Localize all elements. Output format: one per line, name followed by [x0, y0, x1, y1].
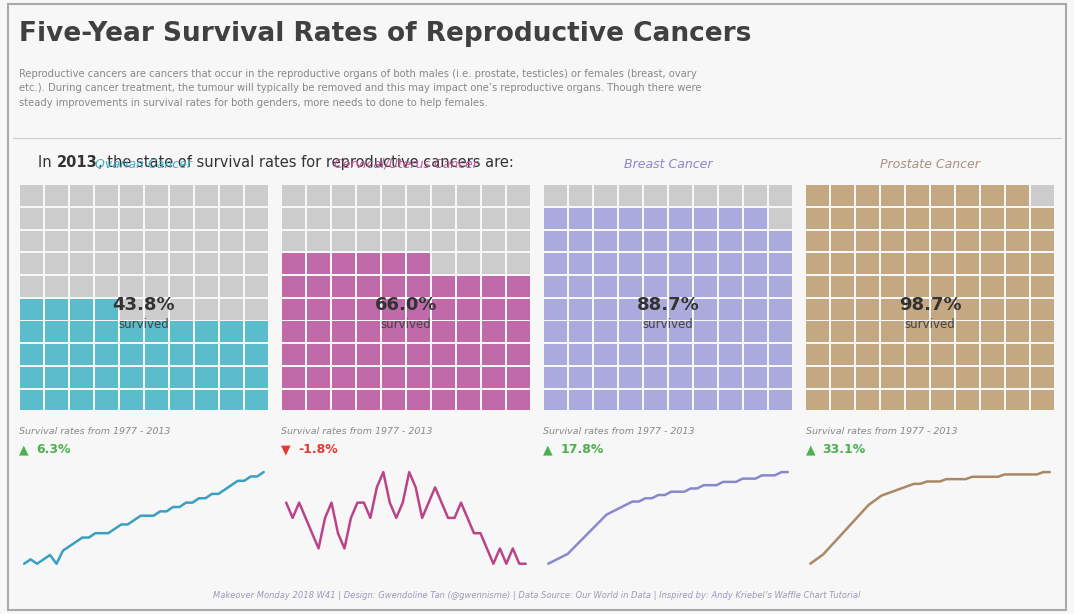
- Text: ▲: ▲: [806, 443, 819, 456]
- Text: Breast Cancer: Breast Cancer: [624, 158, 712, 171]
- Text: Survival rates from 1977 - 2013: Survival rates from 1977 - 2013: [806, 427, 957, 436]
- Text: -1.8%: -1.8%: [299, 443, 338, 456]
- Text: Survival rates from 1977 - 2013: Survival rates from 1977 - 2013: [19, 427, 171, 436]
- Text: 43.8%: 43.8%: [113, 295, 175, 314]
- Text: ▲: ▲: [19, 443, 33, 456]
- Text: 17.8%: 17.8%: [561, 443, 604, 456]
- Text: Survival rates from 1977 - 2013: Survival rates from 1977 - 2013: [281, 427, 433, 436]
- Text: 33.1%: 33.1%: [823, 443, 866, 456]
- Text: Ovarian Cancer: Ovarian Cancer: [96, 158, 192, 171]
- Text: In: In: [38, 155, 56, 169]
- Text: ▲: ▲: [543, 443, 557, 456]
- Text: 98.7%: 98.7%: [899, 295, 961, 314]
- Text: 88.7%: 88.7%: [637, 295, 699, 314]
- Text: ▼: ▼: [281, 443, 295, 456]
- Text: Prostate Cancer: Prostate Cancer: [881, 158, 979, 171]
- Text: Reproductive cancers are cancers that occur in the reproductive organs of both m: Reproductive cancers are cancers that oc…: [19, 69, 701, 107]
- Text: 2013: 2013: [57, 155, 98, 169]
- Text: , the state of survival rates for reproductive cancers are:: , the state of survival rates for reprod…: [98, 155, 513, 169]
- Text: survived: survived: [904, 319, 956, 332]
- Text: Makeover Monday 2018 W41 | Design: Gwendoline Tan (@gwennisme) | Data Source: Ou: Makeover Monday 2018 W41 | Design: Gwend…: [214, 591, 860, 600]
- Text: 66.0%: 66.0%: [375, 295, 437, 314]
- Text: 6.3%: 6.3%: [37, 443, 71, 456]
- Text: Five-Year Survival Rates of Reproductive Cancers: Five-Year Survival Rates of Reproductive…: [19, 21, 752, 47]
- Text: Survival rates from 1977 - 2013: Survival rates from 1977 - 2013: [543, 427, 695, 436]
- Text: Cervical/Uterus Cancer: Cervical/Uterus Cancer: [334, 158, 478, 171]
- Text: survived: survived: [380, 319, 432, 332]
- Text: survived: survived: [642, 319, 694, 332]
- Text: survived: survived: [118, 319, 170, 332]
